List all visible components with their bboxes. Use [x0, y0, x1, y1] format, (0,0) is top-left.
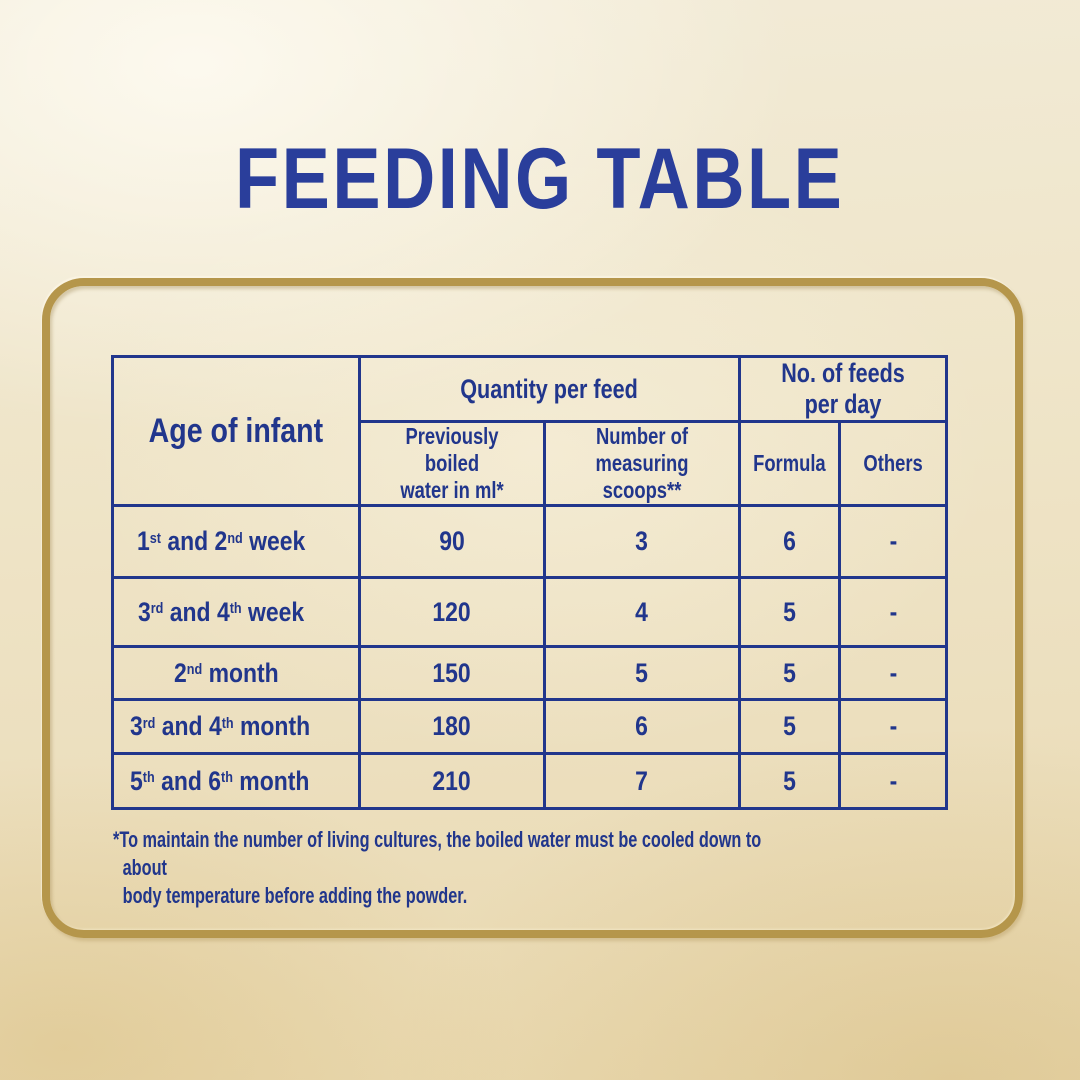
header-age-of-infant: Age of infant — [111, 354, 361, 508]
cell-age-of-infant: 5th and 6th month — [111, 752, 361, 811]
cell-water-ml: 120 — [358, 576, 546, 649]
footnote: *To maintain the number of living cultur… — [113, 826, 993, 910]
feeding-table-body: 1st and 2nd week 90 3 6 - 3rd and 4th we… — [111, 504, 949, 811]
header-measuring-scoops: Number of measuring scoops** — [542, 419, 742, 508]
cell-formula-feeds: 5 — [738, 752, 842, 811]
cell-formula-feeds: 5 — [738, 576, 842, 649]
cell-other-feeds: - — [838, 576, 949, 649]
header-boiled-water: Previously boiled water in ml* — [358, 419, 546, 508]
table-row: 1st and 2nd week 90 3 6 - — [111, 504, 949, 580]
cell-water-ml: 150 — [358, 645, 546, 702]
cell-formula-feeds: 5 — [738, 645, 842, 702]
cell-other-feeds: - — [838, 752, 949, 811]
cell-age-of-infant: 3rd and 4th week — [111, 576, 361, 649]
header-sub-row: Previously boiled water in ml* Number of… — [113, 419, 949, 508]
cell-age-of-infant: 2nd month — [111, 645, 361, 702]
cell-age-of-infant: 3rd and 4th month — [111, 698, 361, 756]
cell-scoops: 3 — [542, 504, 742, 580]
table-row: 2nd month 150 5 5 - — [111, 645, 949, 702]
cell-scoops: 5 — [542, 645, 742, 702]
header-feeds-per-day: No. of feeds per day — [738, 355, 949, 423]
cell-water-ml: 210 — [358, 752, 546, 811]
page-title: FEEDING TABLE — [0, 136, 1080, 222]
cell-age-of-infant: 1st and 2nd week — [111, 504, 361, 580]
header-group-row: Age of infant Quantity per feed No. of f… — [111, 354, 949, 508]
cell-other-feeds: - — [838, 645, 949, 702]
table-row: 3rd and 4th month 180 6 5 - — [111, 698, 949, 756]
page-title-text: FEEDING TABLE — [235, 130, 845, 227]
cell-formula-feeds: 5 — [738, 698, 842, 756]
header-formula: Formula — [738, 419, 842, 508]
cell-scoops: 7 — [542, 752, 742, 811]
gold-frame — [42, 278, 1023, 938]
feeding-table: Age of infant Quantity per feed No. of f… — [111, 354, 949, 811]
cell-water-ml: 90 — [358, 504, 546, 580]
header-others: Others — [838, 419, 949, 508]
footnote-text: *To maintain the number of living cultur… — [113, 827, 762, 908]
table-row: 3rd and 4th week 120 4 5 - — [111, 576, 949, 649]
cell-water-ml: 180 — [358, 698, 546, 756]
cell-formula-feeds: 6 — [738, 504, 842, 580]
cell-scoops: 4 — [542, 576, 742, 649]
table-row: 5th and 6th month 210 7 5 - — [111, 752, 949, 811]
header-quantity-per-feed: Quantity per feed — [357, 355, 742, 423]
cell-other-feeds: - — [838, 698, 949, 756]
cell-other-feeds: - — [838, 504, 949, 580]
cell-scoops: 6 — [542, 698, 742, 756]
